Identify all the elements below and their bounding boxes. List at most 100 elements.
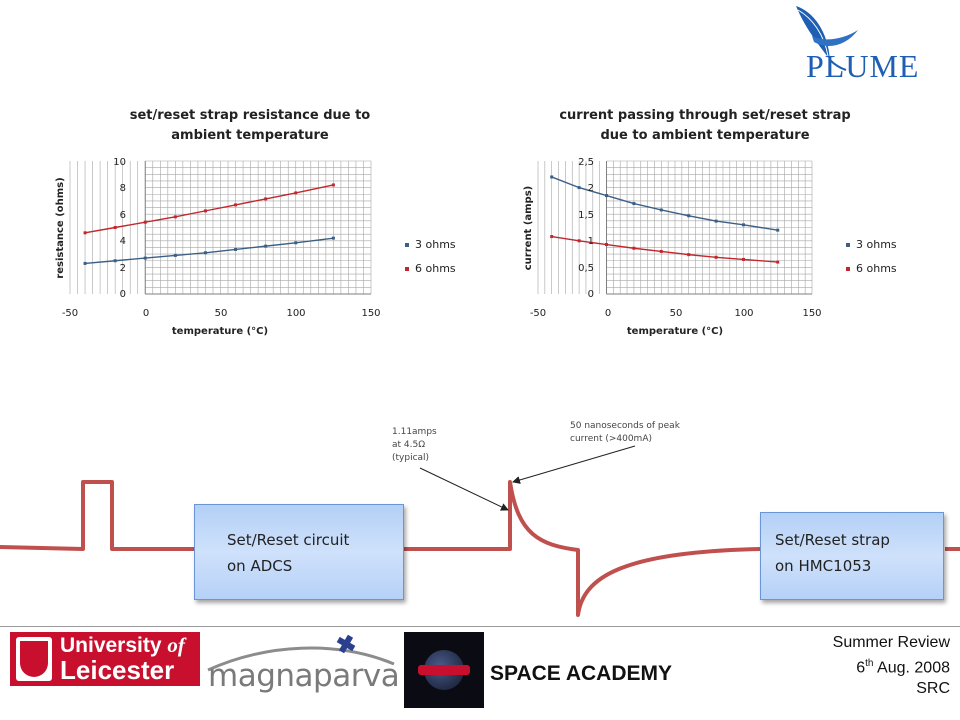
data-point [659,208,663,212]
data-point [605,194,608,198]
ytick: 2,5 [578,157,594,168]
data-point [659,249,663,253]
xtick: 150 [802,308,821,319]
leicester-line2: Leicester [60,655,175,685]
series-line-3-ohms [551,176,778,231]
ytick: 0 [120,289,126,300]
data-point [113,259,117,263]
set-reset-strap-box: Set/Reset strap on HMC1053 [760,512,944,600]
legend-resistance: 3 ohms 6 ohms [405,233,456,281]
leicester-logo: University of Leicester [10,632,200,686]
data-point [173,253,177,257]
magnaparva-wordmark: magnaparva [208,658,400,694]
xtick: 0 [143,308,149,319]
xtick: -50 [62,308,78,319]
satellite-icon [207,634,395,672]
chart-title-current: current passing through set/reset strap … [559,108,851,143]
data-point [577,239,581,243]
data-point [264,197,268,201]
xtick: 100 [286,308,305,319]
data-point [550,235,554,239]
wire-trace [0,480,761,617]
ytick: 0,5 [578,263,594,274]
data-point [632,246,636,250]
data-point [714,219,718,223]
data-point [776,260,780,264]
data-point [331,236,335,240]
annotation-arrow [419,467,509,511]
legend-item: 6 ohms [405,257,456,281]
legend-swatch [846,243,850,247]
data-point [143,256,147,260]
leicester-line1: University [60,634,162,657]
legend-item: 3 ohms [846,233,897,257]
legend-item: 6 ohms [846,257,897,281]
ytick: 2 [588,183,594,194]
xtick: 100 [734,308,753,319]
data-point [294,191,298,195]
data-point [234,247,238,251]
chart-title-resistance: set/reset strap resistance due to ambien… [129,108,371,143]
plume-logo: PLUME [780,2,950,84]
footer-divider [0,626,960,627]
pulse-waveform [0,445,960,617]
data-point [742,223,745,227]
data-point [294,241,298,245]
data-point [605,243,608,247]
data-point [550,175,554,179]
ytick: 0 [588,289,594,300]
data-point [203,251,207,255]
x-axis-label: temperature (°C) [627,326,723,337]
review-title: Summer Review [832,634,950,651]
xtick: 50 [215,308,228,319]
annotation-current: 1.11amps at 4.5Ω (typical) [392,427,437,463]
data-point [143,220,147,224]
ytick: 1,5 [578,210,594,221]
national-space-centre-logo [404,632,484,708]
legend-current: 3 ohms 6 ohms [846,233,897,281]
review-date: 6th Aug. 2008 [856,658,950,677]
data-point [714,255,718,259]
data-point [632,202,636,206]
annotation-arrow [512,445,636,484]
xtick: 0 [605,308,611,319]
data-point [113,226,117,229]
legend-item: 3 ohms [405,233,456,257]
data-point [577,186,581,190]
feather-icon [796,6,858,71]
data-point [234,203,238,207]
plume-wordmark: PLUME [806,48,920,84]
legend-swatch [405,267,409,271]
y-axis-label: current (amps) [523,186,534,271]
review-info: Summer Review 6th Aug. 2008 SRC [760,632,950,699]
data-point [83,261,87,265]
ytick: 4 [120,236,126,247]
legend-swatch [846,267,850,271]
ytick: 1 [588,236,594,247]
space-academy-title: SPACE ACADEMY [490,662,673,685]
data-point [331,183,335,187]
data-point [687,214,691,218]
data-point [83,231,87,235]
x-axis-label: temperature (°C) [172,326,268,337]
xtick: -50 [530,308,546,319]
y-axis-label: resistance (ohms) [55,177,66,278]
data-point [203,209,207,213]
legend-swatch [405,243,409,247]
data-point [264,244,268,248]
xtick: 50 [670,308,683,319]
annotation-peak: 50 nanoseconds of peak current (>400mA) [570,421,680,444]
ytick: 8 [120,183,126,194]
data-point [776,228,780,232]
set-reset-circuit-box: Set/Reset circuit on ADCS [194,504,404,600]
chart-resistance: 10 8 6 4 2 0 -50 0 50 100 150 temperatur… [55,157,381,337]
ytick: 10 [113,157,126,168]
ytick: 6 [120,210,126,221]
review-src: SRC [916,680,950,698]
leicester-crest [16,637,52,681]
xtick: 150 [361,308,380,319]
ytick: 2 [120,263,126,274]
data-point [173,215,177,219]
chart-current: 2,5 2 1,5 1 0,5 0 -50 0 50 100 150 tempe… [523,157,822,337]
magnaparva-logo: magnaparva [206,634,400,698]
